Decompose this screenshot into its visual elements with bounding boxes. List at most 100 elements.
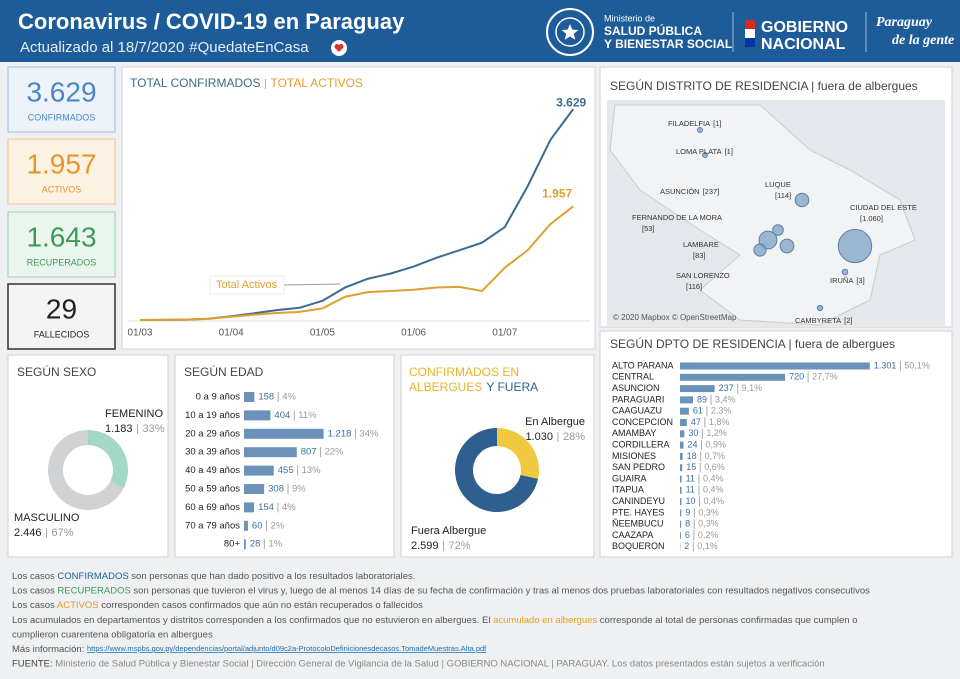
x-tick-label: 01/06 — [401, 328, 426, 339]
bubble — [697, 127, 703, 133]
place-value: [2] — [844, 316, 852, 325]
value-label: 11 — [686, 485, 695, 495]
percent-label: 2% — [271, 520, 285, 531]
heart — [334, 44, 344, 52]
kpi-card — [7, 138, 116, 205]
percent-label: 28% — [563, 431, 585, 443]
ministry-line: Y BIENESTAR SOCIAL — [604, 37, 732, 51]
flag-red — [745, 20, 755, 29]
bar — [244, 465, 274, 476]
place-label: ASUNCIÓN [237] — [660, 187, 719, 196]
value-label: 89 — [697, 394, 707, 404]
panel — [121, 66, 596, 350]
note-segment: Los acumulados en departamentos y distri… — [12, 614, 493, 625]
kpi-card — [7, 66, 116, 133]
note-segment: Ministerio de Salud Pública y Bienestar … — [53, 658, 825, 669]
place-value: [1.060] — [860, 214, 883, 223]
x-tick-label: 01/03 — [127, 328, 152, 339]
value-label: 1.183 — [105, 423, 133, 435]
value-label: 2.599 — [411, 540, 439, 552]
category-label: ASUNCION — [612, 383, 660, 393]
kpi-value: 29 — [46, 293, 77, 324]
subtitle: Actualizado al 18/7/2020 #QuedateEnCasa — [20, 39, 309, 56]
value-label: 1.957 — [542, 186, 572, 200]
note-segment: Más información: — [12, 644, 87, 655]
percent-label: 1,8% — [709, 417, 730, 427]
bar — [680, 396, 693, 404]
note-segment: CONFIRMADOS — [57, 571, 128, 582]
annotation: Total Activos — [216, 279, 278, 291]
place-name: LAMBARE — [683, 240, 719, 249]
percent-label: 67% — [52, 527, 74, 539]
kpi-card — [7, 211, 116, 278]
bubble — [837, 228, 873, 264]
note-line: FUENTE: Ministerio de Salud Pública y Bi… — [12, 658, 825, 669]
percent-label: 27,7% — [812, 372, 838, 382]
value-label: 28 — [250, 539, 261, 550]
panel — [7, 354, 169, 558]
value-label: 237 — [719, 383, 734, 393]
bubble — [816, 304, 824, 312]
category-label: 70 a 79 años — [185, 520, 240, 531]
percent-label: 0,7% — [705, 451, 726, 461]
percent-label: 9,1% — [742, 383, 763, 393]
value-label: 61 — [693, 406, 703, 416]
percent-label: 0,9% — [706, 439, 727, 449]
chart-title-part: TOTAL CONFIRMADOS — [130, 76, 260, 90]
note-segment: corresponden casos confirmados que aún n… — [99, 600, 424, 611]
category-label: 20 a 29 años — [185, 428, 240, 439]
updated: Actualizado al 18/7/2020 — [20, 39, 184, 56]
category-label: 80+ — [224, 539, 241, 550]
category-label: CAAGUAZU — [612, 406, 662, 416]
category-label: MISIONES — [612, 451, 656, 461]
value-label: 11 — [686, 473, 695, 483]
value-label: 1.218 — [328, 428, 352, 439]
bar — [680, 498, 682, 506]
value-label: 18 — [687, 451, 697, 461]
kpi-value: 1.643 — [26, 221, 96, 252]
value-label: 720 — [789, 372, 804, 382]
chart-title-part: CONFIRMADOS EN — [409, 365, 519, 379]
wedge — [48, 430, 124, 510]
bar — [244, 539, 246, 550]
value-label: 8 — [685, 519, 690, 529]
legend-label: En Albergue — [525, 416, 585, 428]
bar — [680, 373, 786, 381]
place-name: LUQUE — [765, 180, 791, 189]
place-name: LOMA PLATA — [676, 147, 722, 156]
category-label: 30 a 39 años — [185, 447, 240, 458]
percent-label: 34% — [359, 428, 379, 439]
ministry-line: Ministerio de — [604, 13, 655, 23]
x-tick-label: 01/05 — [310, 328, 335, 339]
brand: de la gente — [892, 33, 954, 48]
value-label: 10 — [685, 496, 695, 506]
category-label: 10 a 19 años — [185, 410, 240, 421]
bar — [680, 362, 870, 370]
bar — [244, 520, 248, 531]
value-label: 30 — [688, 428, 698, 438]
percent-label: 11% — [298, 410, 317, 421]
value-label: 24 — [688, 439, 698, 449]
percent-label: 0,1% — [697, 541, 718, 551]
bar — [244, 428, 324, 439]
place-value: [53] — [642, 224, 655, 233]
category-label: CANINDEYU — [612, 496, 665, 506]
place-value: [116] — [686, 282, 702, 291]
category-label: PTE. HAYES — [612, 507, 664, 517]
legend-label: MASCULINO — [14, 512, 80, 524]
note-segment: cumplieron cuarentena obligatoria en alb… — [12, 629, 213, 640]
percent-label: 72% — [449, 540, 471, 552]
title: Coronavirus / COVID-19 en Paraguay — [18, 9, 405, 34]
bar — [680, 532, 681, 539]
percent-label: 4% — [282, 392, 296, 403]
flag-white — [745, 29, 755, 38]
value-label: 15 — [686, 462, 696, 472]
bar — [680, 509, 682, 517]
value-label: 3.629 — [556, 95, 586, 109]
place-value: [3] — [856, 276, 864, 285]
series-line — [139, 205, 574, 321]
category-label: CONCEPCION — [612, 417, 673, 427]
legend-label: FEMENINO — [105, 408, 164, 420]
note-segment: son personas que tuvieron el virus y, lu… — [131, 585, 870, 596]
value-label: 807 — [301, 447, 317, 458]
